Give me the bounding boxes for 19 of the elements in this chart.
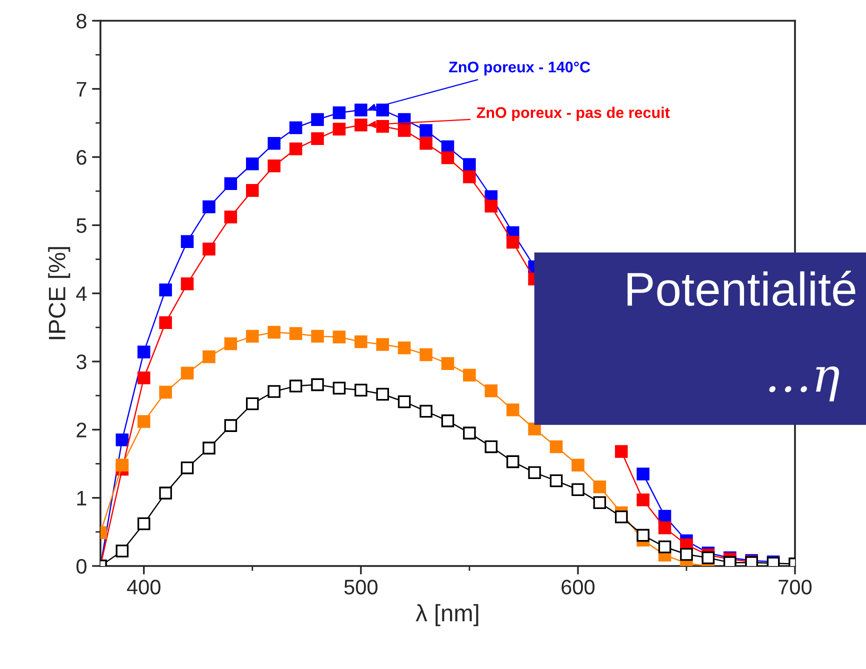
- y-axis-title: IPCE [%]: [48, 247, 70, 340]
- x-tick-label: 400: [126, 580, 160, 594]
- y-tick-label: 5: [76, 218, 86, 233]
- annotation: Potentialité: [628, 270, 856, 306]
- text: ZnO poreux - 140°C: [449, 62, 590, 76]
- y-tick-label: 2: [76, 422, 86, 438]
- x-axis-title: λ [nm]: [416, 604, 478, 626]
- x-tick-label: 700: [778, 580, 812, 594]
- y-tick-label: 7: [76, 82, 86, 96]
- text: ZnO poreux - pas de recuit: [476, 106, 670, 122]
- annotation: …η: [769, 366, 839, 402]
- y-tick-label: 1: [77, 491, 86, 506]
- x-tick-label: 600: [562, 580, 595, 594]
- y-tick-label: 3: [76, 354, 86, 370]
- y-tick-label: 0: [76, 558, 86, 574]
- y-tick-label: 8: [76, 14, 86, 28]
- x-tick-label: 500: [344, 580, 378, 594]
- y-tick-label: 4: [76, 286, 87, 301]
- y-tick-label: 6: [76, 150, 86, 165]
